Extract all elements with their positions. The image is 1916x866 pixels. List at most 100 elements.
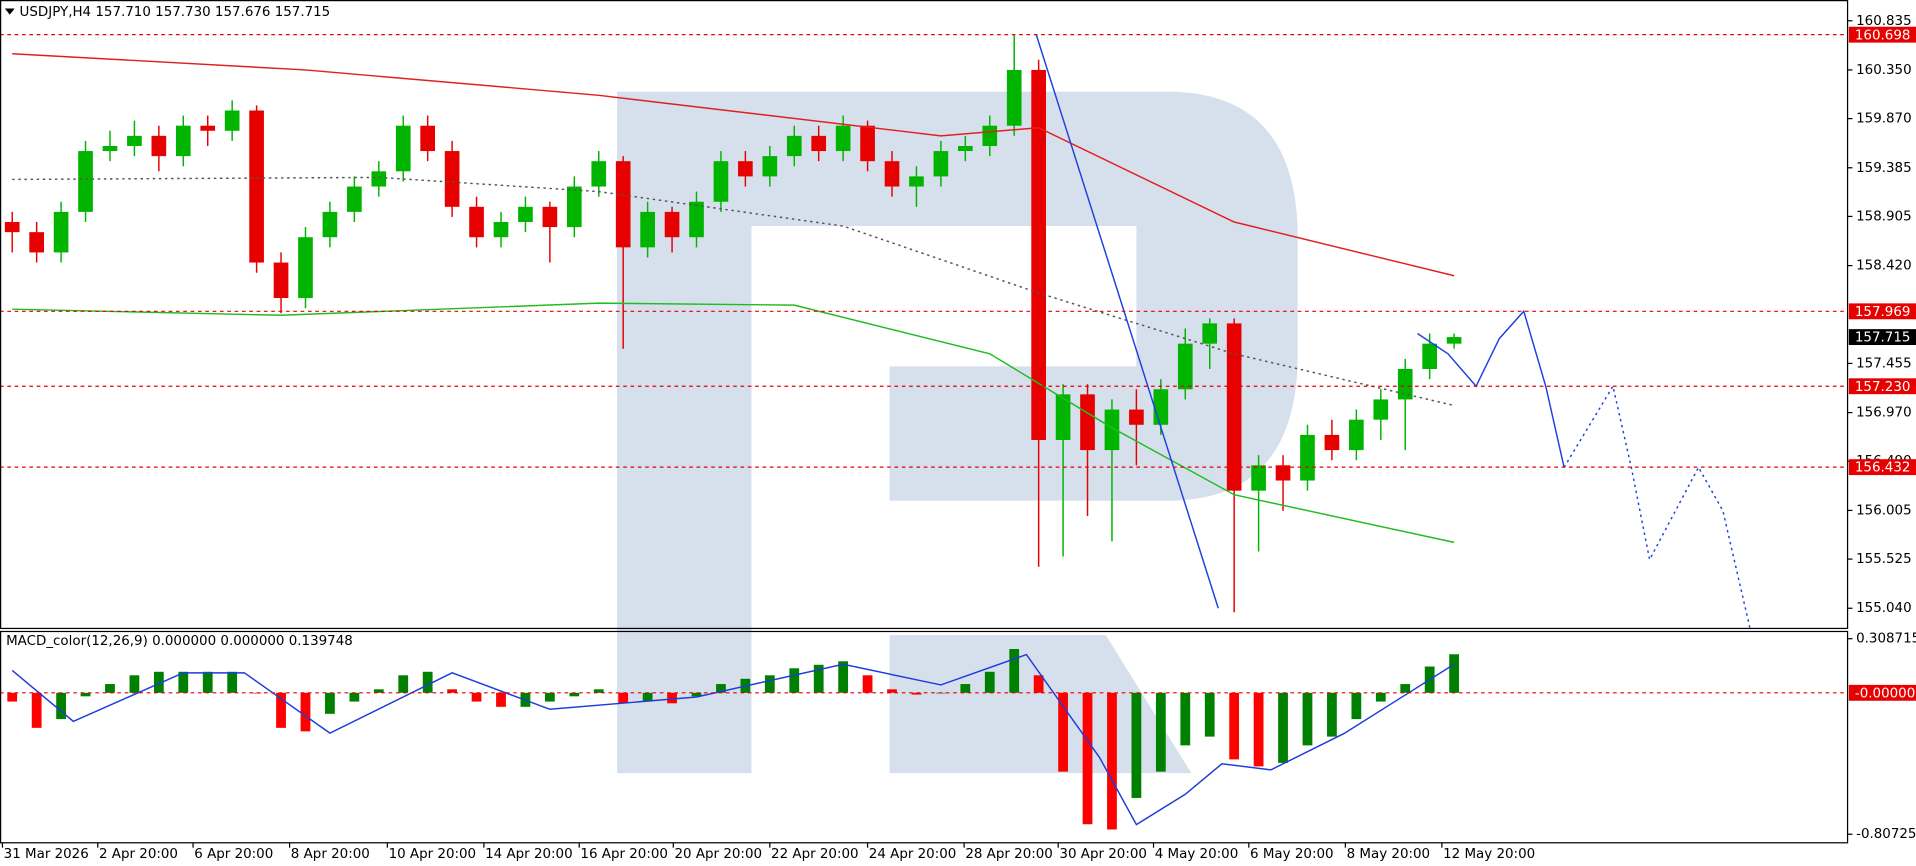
candle-body bbox=[1104, 409, 1120, 451]
candle-body bbox=[1202, 323, 1218, 344]
macd-bar bbox=[1058, 692, 1068, 772]
macd-bar bbox=[1155, 692, 1166, 772]
macd-bar bbox=[667, 692, 677, 704]
macd-bar bbox=[56, 692, 66, 720]
indicator-line bbox=[12, 302, 1455, 544]
level-label-box bbox=[1848, 26, 1916, 43]
candle-body bbox=[1080, 394, 1095, 451]
level-label-box bbox=[1848, 378, 1916, 395]
macd-bar bbox=[1009, 649, 1020, 693]
candle-body bbox=[347, 186, 362, 212]
macd-bar bbox=[618, 692, 629, 704]
candle-body bbox=[273, 262, 289, 299]
level-label-box bbox=[1848, 684, 1916, 701]
macd-bar bbox=[1082, 692, 1093, 825]
macd-bar bbox=[398, 675, 409, 693]
candle-body bbox=[224, 110, 240, 131]
candle-body bbox=[1300, 434, 1315, 481]
macd-bar bbox=[496, 692, 506, 707]
level-label: 156.432 bbox=[1855, 461, 1911, 476]
x-tick-label: 6 May 20:00 bbox=[1250, 847, 1334, 862]
candle-body bbox=[542, 206, 558, 228]
macd-bar bbox=[1180, 692, 1191, 746]
price-frame bbox=[0, 0, 1849, 630]
macd-bar bbox=[1449, 654, 1459, 693]
candle-body bbox=[786, 135, 802, 157]
macd-bar bbox=[691, 692, 702, 697]
x-tick-label: 6 Apr 20:00 bbox=[194, 847, 273, 862]
candle-body bbox=[958, 145, 973, 152]
candle-body bbox=[1275, 465, 1291, 481]
macd-bar bbox=[887, 689, 897, 693]
macd-plot bbox=[0, 649, 1848, 830]
candle-body bbox=[298, 237, 313, 299]
x-tick-label: 8 May 20:00 bbox=[1347, 847, 1431, 862]
candle-body bbox=[53, 211, 69, 253]
candle-body bbox=[249, 110, 264, 263]
symbol-menu-arrow[interactable] bbox=[4, 8, 15, 15]
macd-bar bbox=[911, 692, 922, 695]
candle-body bbox=[1153, 389, 1169, 425]
macd-bar bbox=[1229, 692, 1240, 760]
candle-body bbox=[493, 222, 509, 238]
macd-bar bbox=[80, 692, 91, 697]
level-label-box bbox=[1848, 303, 1916, 320]
macd-bar bbox=[1302, 692, 1313, 746]
y-tick-label: 155.525 bbox=[1856, 552, 1912, 567]
macd-bar bbox=[227, 671, 238, 693]
x-tick-label: 24 Apr 20:00 bbox=[869, 847, 957, 862]
macd-frame bbox=[0, 630, 1849, 844]
macd-bar bbox=[373, 689, 384, 693]
candle-body bbox=[860, 125, 875, 162]
x-tick-label: 8 Apr 20:00 bbox=[291, 847, 370, 862]
macd-bar bbox=[960, 684, 971, 693]
candle-body bbox=[395, 125, 411, 172]
indicator-line bbox=[1417, 309, 1565, 468]
macd-bar bbox=[813, 664, 824, 693]
macd-bar bbox=[716, 684, 726, 693]
candle-body bbox=[738, 161, 753, 177]
candle-body bbox=[933, 151, 949, 177]
y-tick-label: -0.80725 bbox=[1856, 827, 1916, 842]
macd-bar bbox=[593, 689, 604, 693]
x-tick-label: 20 Apr 20:00 bbox=[675, 847, 763, 862]
candle-body bbox=[1422, 343, 1437, 370]
candle-body bbox=[1446, 337, 1462, 344]
candle-body bbox=[615, 161, 631, 248]
y-tick-label: 160.350 bbox=[1856, 63, 1912, 78]
macd-bar bbox=[1204, 692, 1215, 737]
macd-bar bbox=[838, 661, 849, 693]
candle-body bbox=[1055, 394, 1071, 440]
macd-bar bbox=[422, 671, 433, 693]
y-tick-label: 158.905 bbox=[1856, 209, 1912, 224]
macd-bar bbox=[984, 671, 995, 693]
macd-bar bbox=[1400, 684, 1411, 693]
macd-bar bbox=[569, 692, 580, 697]
y-tick-label: 160.835 bbox=[1856, 14, 1912, 29]
x-tick-label: 10 Apr 20:00 bbox=[389, 847, 477, 862]
candle-body bbox=[1226, 323, 1242, 491]
x-tick-label: 31 Mar 2026 bbox=[4, 847, 89, 862]
candle-body bbox=[762, 156, 778, 177]
level-label: 157.969 bbox=[1855, 305, 1911, 320]
candle-body bbox=[371, 171, 387, 187]
candle-body bbox=[566, 186, 582, 228]
macd-bar bbox=[789, 668, 800, 693]
macd-bar bbox=[153, 671, 164, 693]
macd-bar bbox=[1107, 692, 1117, 830]
macd-bar bbox=[1278, 692, 1288, 763]
candle-body bbox=[1129, 409, 1144, 425]
candle-body bbox=[200, 125, 216, 131]
macd-bar bbox=[129, 675, 140, 693]
candle-body bbox=[469, 206, 484, 238]
candle-body bbox=[322, 211, 338, 238]
candle-body bbox=[29, 232, 44, 253]
last-price-box bbox=[1848, 329, 1916, 346]
candle-body bbox=[1031, 69, 1046, 440]
candle-body bbox=[1251, 465, 1266, 491]
macd-bar bbox=[7, 692, 18, 702]
level-label: 160.698 bbox=[1855, 28, 1911, 43]
